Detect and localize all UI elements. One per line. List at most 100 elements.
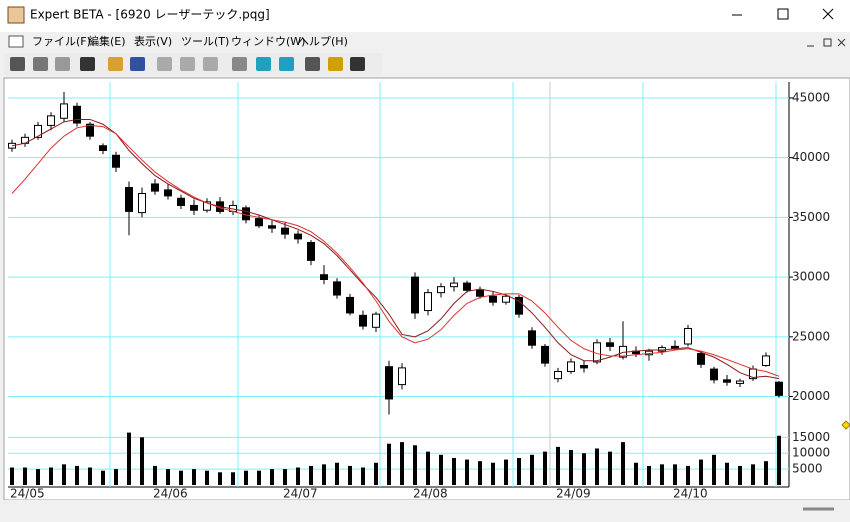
candle-body (268, 225, 276, 229)
volume-bar (114, 469, 118, 485)
status-bar (0, 500, 850, 522)
toolbar-button[interactable] (279, 57, 294, 71)
mdi-close[interactable] (837, 38, 846, 47)
candle-body (580, 365, 588, 369)
moving-average (11, 118, 780, 380)
volume-bar (361, 467, 365, 485)
y-tick-label: 30000 (792, 270, 830, 284)
candle-body (515, 296, 523, 315)
x-tick-label: 24/09 (556, 487, 591, 501)
toolbar-button[interactable] (55, 57, 70, 71)
menu-item[interactable]: ツール(T) (181, 35, 229, 48)
volume-bar (400, 442, 404, 485)
candle-body (723, 379, 731, 383)
x-tick-label: 24/06 (153, 487, 188, 501)
candle-body (567, 361, 575, 372)
y-tick-label: 45000 (792, 90, 830, 104)
toolbar-button[interactable] (350, 57, 365, 71)
candle-body (281, 227, 289, 235)
candle-body (47, 115, 55, 126)
candle-body (203, 201, 211, 211)
toolbar-button[interactable] (256, 57, 271, 71)
y-tick-label: 20000 (792, 389, 830, 403)
candle-body (112, 154, 120, 168)
toolbar-button[interactable] (80, 57, 95, 71)
toolbar-button[interactable] (232, 57, 247, 71)
candle-body (736, 380, 744, 384)
volume-bar (322, 464, 326, 485)
candle-body (398, 367, 406, 386)
chart-panel (3, 77, 850, 501)
volume-bar (673, 464, 677, 485)
toolbar-button[interactable] (328, 57, 343, 71)
candle-body (710, 368, 718, 381)
close-button[interactable] (822, 8, 834, 20)
volume-bar (374, 462, 378, 485)
candle-body (86, 123, 94, 137)
volume-bar (387, 443, 391, 485)
volume-bar (569, 450, 573, 485)
volume-bar (686, 465, 690, 485)
volume-bar (270, 469, 274, 485)
volume-bar (517, 458, 521, 485)
toolbar-button[interactable] (305, 57, 320, 71)
toolbar-button[interactable] (33, 57, 48, 71)
volume-bar (478, 461, 482, 485)
volume-bar (608, 451, 612, 485)
candle-body (528, 330, 536, 346)
volume-bar (75, 465, 79, 485)
volume-bar (309, 465, 313, 485)
volume-bar (23, 467, 27, 485)
volume-bar (595, 448, 599, 485)
volume-bar (257, 470, 261, 485)
menu-item[interactable]: 表示(V) (134, 34, 172, 48)
toolbar-button[interactable] (10, 57, 25, 71)
candle-body (502, 295, 510, 303)
candle-body (372, 313, 380, 328)
toolbar-button[interactable] (130, 57, 145, 71)
candle-body (437, 286, 445, 294)
window-title: Expert BETA - [6920 レーザーテック.pqg] (30, 8, 270, 22)
candle-body (294, 233, 302, 240)
doc-icon (8, 35, 24, 48)
menu-item[interactable]: ファイル(F) (32, 35, 91, 48)
candle-body (320, 274, 328, 281)
y-tick-label: 35000 (792, 210, 830, 224)
mdi-restore[interactable] (823, 38, 832, 47)
menu-item[interactable]: 編集(E) (88, 34, 126, 48)
menu-item[interactable]: ヘルプ(H) (298, 35, 348, 48)
candle-body (34, 124, 42, 138)
volume-bar (725, 462, 729, 485)
y-tick-label: 40000 (792, 150, 830, 164)
candle-body (489, 295, 497, 303)
candle-body (385, 366, 393, 400)
maximize-button[interactable] (777, 8, 789, 20)
toolbar (4, 53, 382, 75)
volume-bar (36, 469, 40, 485)
volume-bar (452, 458, 456, 485)
toolbar-button[interactable] (180, 57, 195, 71)
x-tick-label: 24/07 (283, 487, 318, 501)
volume-bar (244, 470, 248, 485)
vertical-grid (109, 82, 777, 487)
volume-bar (504, 459, 508, 485)
volume-bar (192, 469, 196, 485)
volume-bar (205, 470, 209, 485)
toolbar-button[interactable] (157, 57, 172, 71)
volume-bar (296, 467, 300, 485)
candle-body (60, 103, 68, 119)
candle-body (541, 345, 549, 364)
toolbar-button[interactable] (108, 57, 123, 71)
candle-body (697, 353, 705, 365)
candle-body (255, 218, 263, 227)
volume-bar (530, 454, 534, 485)
menu-item[interactable]: ウィンドウ(W) (231, 35, 305, 48)
volume-bar (465, 459, 469, 485)
volume-bar (582, 453, 586, 485)
toolbar-button[interactable] (203, 57, 218, 71)
candle-body (450, 282, 458, 288)
volume-bar (127, 432, 131, 485)
volume-tick-label: 15000 (792, 430, 830, 444)
candle-body (138, 193, 146, 214)
